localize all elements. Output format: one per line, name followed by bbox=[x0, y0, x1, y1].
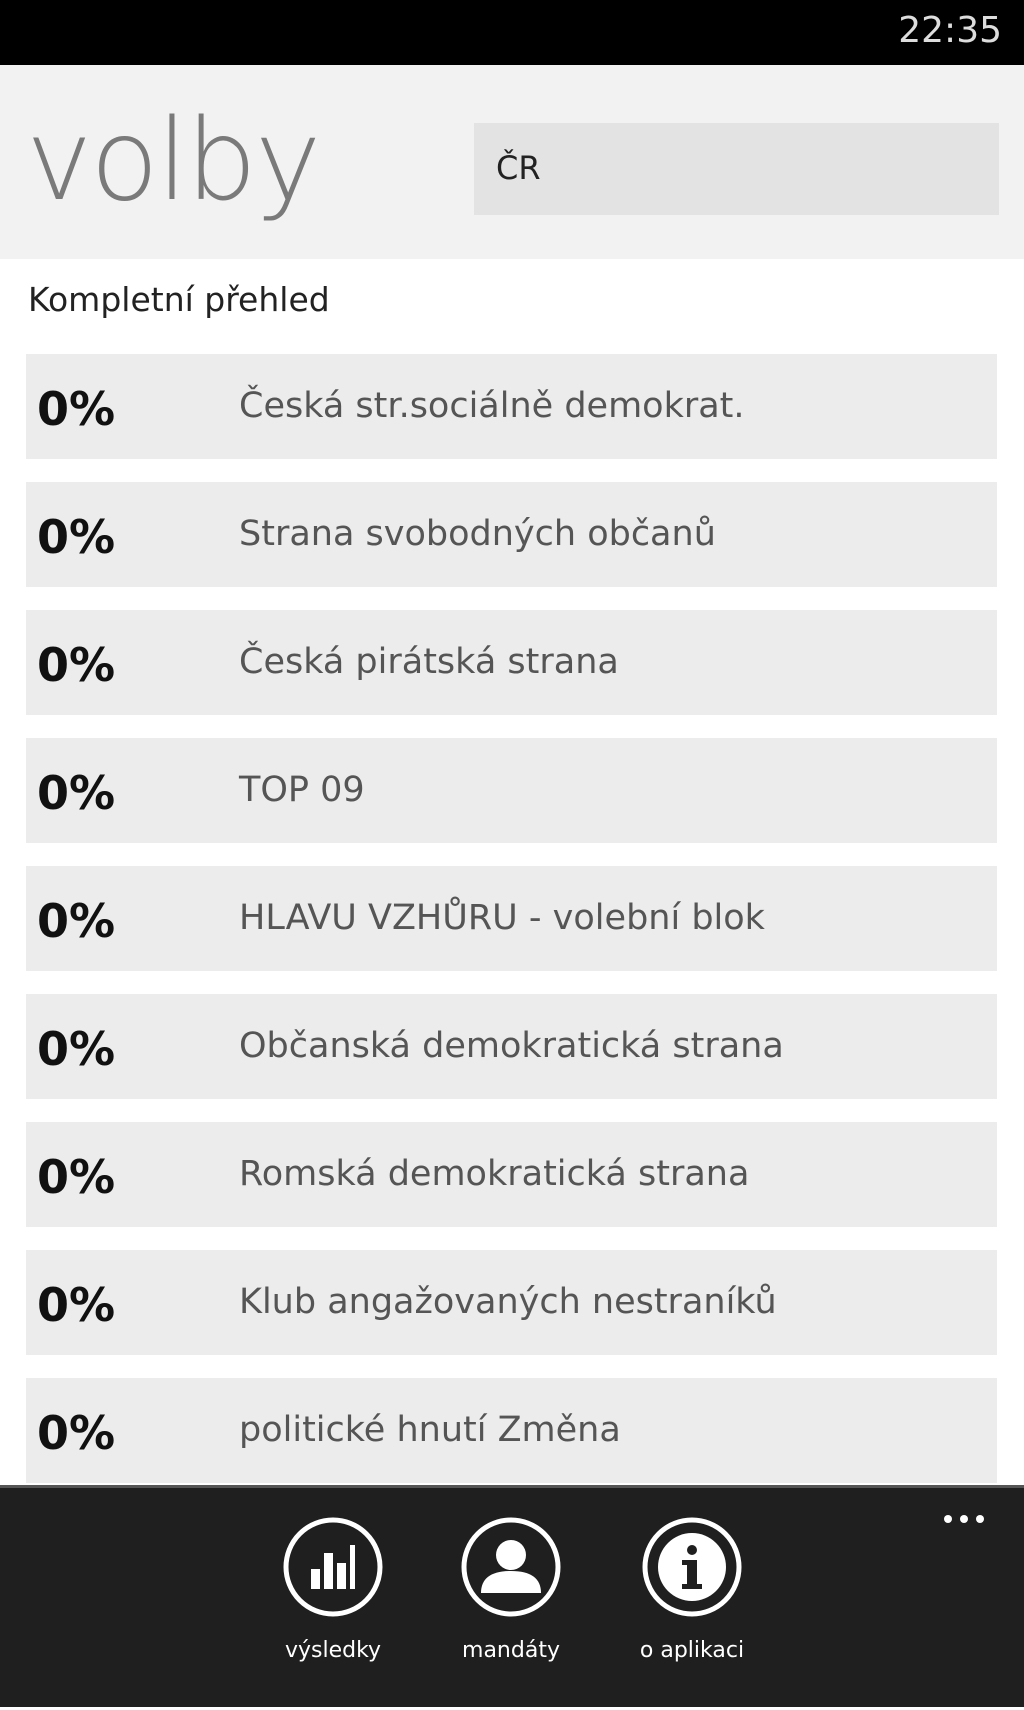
appbar-label: výsledky bbox=[284, 1638, 382, 1663]
party-row[interactable]: 0% Česká str.sociálně demokrat. bbox=[26, 354, 997, 459]
more-button[interactable] bbox=[936, 1508, 984, 1527]
appbar-button[interactable]: mandáty bbox=[436, 1488, 586, 1710]
party-name: Romská demokratická strana bbox=[239, 1154, 750, 1194]
party-row[interactable]: 0% Česká pirátská strana bbox=[26, 610, 997, 715]
clock: 22:35 bbox=[898, 10, 1002, 51]
appbar-button[interactable]: výsledky bbox=[258, 1488, 408, 1710]
appbar-icon bbox=[461, 1517, 561, 1617]
appbar-button[interactable]: o aplikaci bbox=[617, 1488, 767, 1710]
appbar-icon bbox=[283, 1517, 383, 1617]
party-row[interactable]: 0% Klub angažovaných nestraníků bbox=[26, 1250, 997, 1355]
party-row[interactable]: 0% TOP 09 bbox=[26, 738, 997, 843]
appbar-icon bbox=[642, 1517, 742, 1617]
party-name: TOP 09 bbox=[239, 770, 365, 810]
region-selector[interactable]: ČR bbox=[474, 123, 999, 215]
party-percent: 0% bbox=[37, 638, 116, 692]
party-name: HLAVU VZHŮRU - volební blok bbox=[239, 898, 765, 938]
party-percent: 0% bbox=[37, 766, 116, 820]
party-percent: 0% bbox=[37, 1022, 116, 1076]
party-name: Česká pirátská strana bbox=[239, 642, 619, 682]
party-row[interactable]: 0% Občanská demokratická strana bbox=[26, 994, 997, 1099]
party-percent: 0% bbox=[37, 382, 116, 436]
party-percent: 0% bbox=[37, 1406, 116, 1460]
party-name: Klub angažovaných nestraníků bbox=[239, 1282, 777, 1322]
party-percent: 0% bbox=[37, 510, 116, 564]
party-name: Česká str.sociálně demokrat. bbox=[239, 386, 745, 426]
app-bar: výsledky mandáty o aplikaci bbox=[0, 1485, 1024, 1707]
party-row[interactable]: 0% Romská demokratická strana bbox=[26, 1122, 997, 1227]
party-name: Strana svobodných občanů bbox=[239, 514, 716, 554]
appbar-label: mandáty bbox=[462, 1638, 560, 1663]
party-percent: 0% bbox=[37, 894, 116, 948]
party-name: Občanská demokratická strana bbox=[239, 1026, 784, 1066]
party-row[interactable]: 0% HLAVU VZHŮRU - volební blok bbox=[26, 866, 997, 971]
app-title: volby bbox=[26, 96, 321, 226]
party-percent: 0% bbox=[37, 1278, 116, 1332]
status-bar: 22:35 bbox=[0, 0, 1024, 65]
header: volby ČR bbox=[0, 65, 1024, 259]
section-title: Kompletní přehled bbox=[28, 280, 330, 319]
party-row[interactable]: 0% politické hnutí Změna bbox=[26, 1378, 997, 1483]
party-percent: 0% bbox=[37, 1150, 116, 1204]
party-name: politické hnutí Změna bbox=[239, 1410, 621, 1450]
party-row[interactable]: 0% Strana svobodných občanů bbox=[26, 482, 997, 587]
appbar-label: o aplikaci bbox=[639, 1638, 745, 1663]
region-text: ČR bbox=[496, 149, 541, 187]
